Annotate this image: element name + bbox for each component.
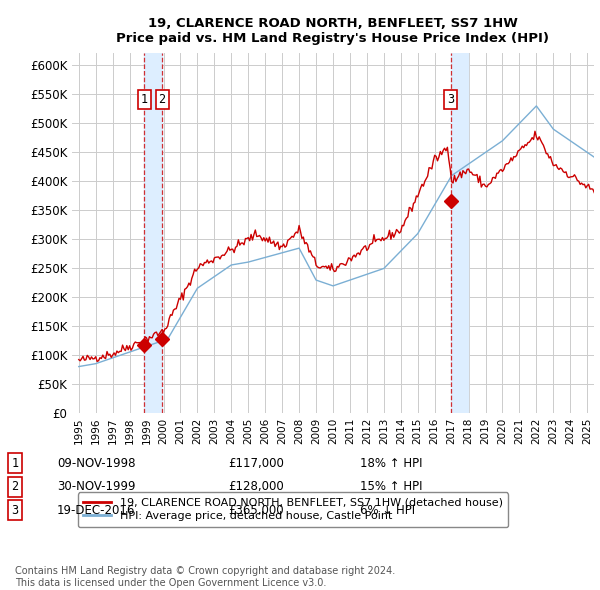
Legend: 19, CLARENCE ROAD NORTH, BENFLEET, SS7 1HW (detached house), HPI: Average price,: 19, CLARENCE ROAD NORTH, BENFLEET, SS7 1… [77,492,508,527]
Text: £128,000: £128,000 [228,480,284,493]
Bar [144,53,162,413]
Text: This data is licensed under the Open Government Licence v3.0.: This data is licensed under the Open Gov… [15,578,326,588]
Text: £365,000: £365,000 [228,504,284,517]
Text: 30-NOV-1999: 30-NOV-1999 [57,480,136,493]
Text: 2: 2 [158,93,166,106]
Text: 19-DEC-2016: 19-DEC-2016 [57,504,136,517]
Text: 2: 2 [11,480,19,493]
Text: 1: 1 [140,93,148,106]
Text: 3: 3 [448,93,454,106]
Text: 3: 3 [11,504,19,517]
Text: 18% ↑ HPI: 18% ↑ HPI [360,457,422,470]
Title: 19, CLARENCE ROAD NORTH, BENFLEET, SS7 1HW
Price paid vs. HM Land Registry's Hou: 19, CLARENCE ROAD NORTH, BENFLEET, SS7 1… [116,17,550,45]
Bar [451,53,468,413]
Text: 1: 1 [11,457,19,470]
Text: 15% ↑ HPI: 15% ↑ HPI [360,480,422,493]
Text: 09-NOV-1998: 09-NOV-1998 [57,457,136,470]
Text: £117,000: £117,000 [228,457,284,470]
Text: Contains HM Land Registry data © Crown copyright and database right 2024.: Contains HM Land Registry data © Crown c… [15,566,395,576]
Text: 6% ↓ HPI: 6% ↓ HPI [360,504,415,517]
